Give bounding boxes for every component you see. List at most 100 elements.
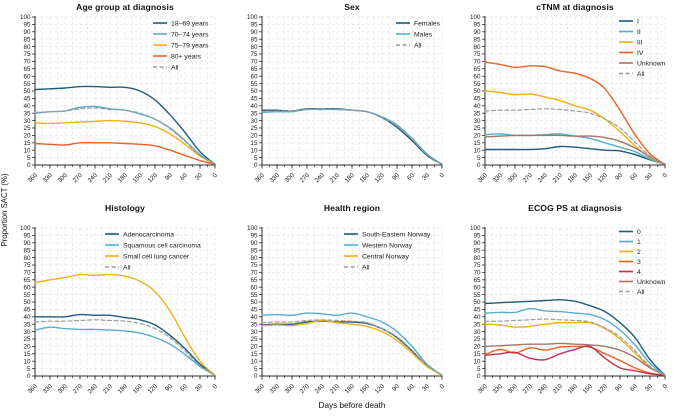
y-tick-label: 95 — [473, 233, 481, 240]
series-line-adenocarcinoma — [34, 313, 216, 376]
y-tick-label: 55 — [250, 292, 258, 299]
y-tick-label: 25 — [23, 125, 31, 132]
x-tick-label: 120 — [147, 172, 160, 185]
y-tick-label: 25 — [23, 336, 31, 343]
panel-title-sex: Sex — [344, 2, 360, 12]
y-tick-label: 80 — [250, 255, 258, 262]
y-tick-label: 15 — [250, 140, 258, 147]
x-tick-label: 300 — [57, 172, 70, 185]
y-tick-label: 10 — [473, 147, 481, 154]
x-tick-label: 90 — [391, 172, 401, 182]
y-tick-label: 40 — [250, 314, 258, 321]
x-tick-label: 270 — [72, 172, 85, 185]
series-line-unknown — [484, 342, 666, 376]
y-tick-label: 20 — [23, 344, 31, 351]
legend-label: III — [637, 39, 643, 46]
x-tick-label: 360 — [254, 383, 267, 396]
x-tick-label: 30 — [421, 172, 431, 182]
legend-label: I — [637, 18, 639, 25]
y-tick-label: 50 — [23, 88, 31, 95]
y-tick-label: 85 — [250, 36, 258, 43]
panel-age-group-chart: 0510152025303540455055606570758085909510… — [20, 14, 219, 185]
series-line-all — [261, 319, 443, 376]
y-tick-label: 30 — [23, 118, 31, 125]
panel-title-ecog: ECOG PS at diagnosis — [528, 203, 622, 213]
series-line-all — [484, 108, 666, 165]
y-tick-label: 35 — [23, 321, 31, 328]
y-tick-label: 80 — [23, 44, 31, 51]
y-tick-label: 35 — [23, 110, 31, 117]
x-tick-label: 0 — [211, 172, 219, 180]
x-tick-label: 180 — [344, 383, 357, 396]
x-tick-label: 330 — [269, 172, 282, 185]
y-tick-label: 65 — [23, 277, 31, 284]
y-tick-label: 45 — [473, 307, 481, 314]
y-tick-label: 55 — [473, 292, 481, 299]
x-tick-label: 120 — [147, 383, 160, 396]
x-tick-label: 30 — [644, 383, 654, 393]
x-tick-label: 90 — [614, 172, 624, 182]
y-tick-label: 75 — [250, 51, 258, 58]
series-line-small-cell-lung-cancer — [34, 273, 216, 376]
y-tick-label: 60 — [23, 284, 31, 291]
x-tick-label: 30 — [194, 383, 204, 393]
legend-label: 2 — [637, 249, 641, 256]
x-tick-label: 90 — [164, 383, 174, 393]
y-tick-label: 100 — [247, 225, 258, 232]
legend-label: Squamous cell carcinoma — [123, 242, 201, 249]
x-tick-label: 270 — [522, 383, 535, 396]
x-tick-label: 270 — [72, 383, 85, 396]
y-tick-label: 40 — [250, 103, 258, 110]
series-line-all — [34, 319, 216, 376]
series-line-females — [261, 107, 443, 165]
x-tick-label: 210 — [552, 383, 565, 396]
x-tick-label: 150 — [582, 172, 595, 185]
x-tick-label: 210 — [102, 172, 115, 185]
legend-label: 75–79 years — [171, 42, 209, 49]
y-tick-label: 40 — [473, 314, 481, 321]
legend-label: South-Eastern Norway — [362, 231, 431, 238]
x-tick-label: 270 — [299, 383, 312, 396]
y-tick-label: 35 — [473, 321, 481, 328]
panel-sex-chart: 0510152025303540455055606570758085909510… — [247, 14, 446, 185]
y-tick-label: 90 — [250, 29, 258, 36]
y-tick-label: 60 — [473, 284, 481, 291]
x-axis-label: Days before death — [318, 401, 386, 410]
y-tick-label: 100 — [470, 14, 481, 21]
y-tick-label: 75 — [250, 262, 258, 269]
y-tick-label: 30 — [23, 329, 31, 336]
panel-title-ctnm: cTNM at diagnosis — [536, 2, 614, 12]
series-line-squamous-cell-carcinoma — [34, 326, 216, 376]
y-tick-label: 45 — [23, 307, 31, 314]
legend-label: All — [637, 71, 645, 78]
panel-title-histology: Histology — [104, 203, 146, 213]
y-tick-label: 55 — [473, 81, 481, 88]
y-tick-label: 70 — [250, 59, 258, 66]
legend-label: Small cell lung cancer — [123, 253, 190, 260]
x-tick-label: 60 — [406, 172, 416, 182]
x-tick-label: 240 — [87, 383, 100, 396]
y-tick-label: 25 — [473, 336, 481, 343]
x-tick-label: 180 — [567, 172, 580, 185]
x-tick-label: 240 — [314, 172, 327, 185]
x-tick-label: 60 — [406, 383, 416, 393]
x-tick-label: 300 — [507, 172, 520, 185]
x-tick-label: 210 — [329, 172, 342, 185]
y-tick-label: 100 — [20, 225, 31, 232]
y-tick-label: 0 — [27, 373, 31, 380]
series-line-unknown — [484, 134, 666, 165]
y-tick-label: 5 — [27, 366, 31, 373]
y-tick-label: 90 — [473, 29, 481, 36]
x-tick-label: 150 — [359, 383, 372, 396]
y-tick-label: 5 — [254, 366, 258, 373]
x-tick-label: 180 — [567, 383, 580, 396]
x-tick-label: 30 — [194, 172, 204, 182]
series-line-18-69-years — [34, 85, 216, 165]
legend-label: 3 — [637, 259, 641, 266]
y-tick-label: 35 — [250, 110, 258, 117]
legend-label: Unknown — [637, 60, 666, 67]
y-tick-label: 100 — [20, 14, 31, 21]
legend-label: 70–74 years — [171, 31, 209, 38]
y-tick-label: 55 — [23, 81, 31, 88]
y-tick-label: 55 — [23, 292, 31, 299]
